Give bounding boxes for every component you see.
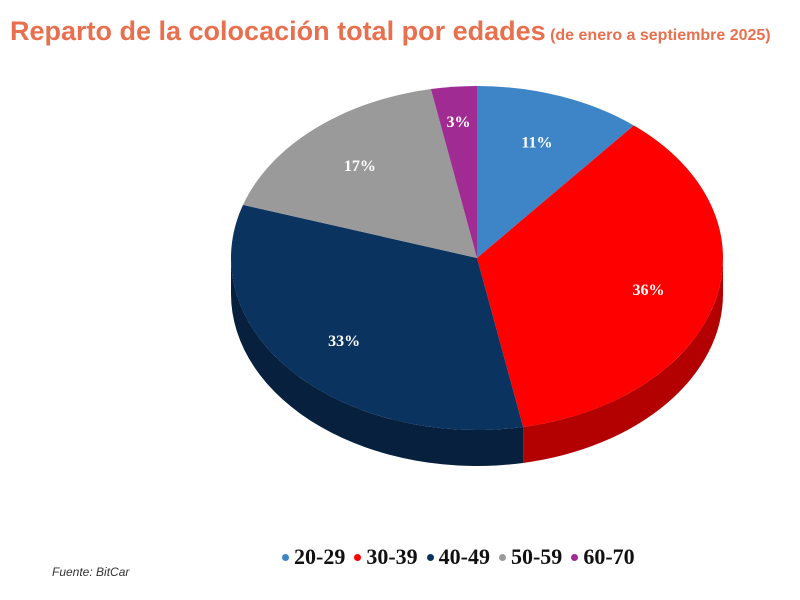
legend-label: 20-29 [294,544,346,569]
title-subtitle: (de enero a septiembre 2025) [550,27,771,44]
pie-slice-60-70 [430,86,477,258]
data-label-30-39: 36% [633,282,665,299]
legend-marker-icon [571,553,579,561]
pie-side-30-39 [523,258,723,463]
legend-label: 60-70 [583,544,635,569]
legend-marker-icon [354,553,362,561]
chart-title: Reparto de la colocación total por edade… [10,16,771,47]
data-label-60-70: 3% [446,114,470,131]
data-label-20-29: 11% [521,134,552,151]
pie-slice-30-39 [477,125,723,427]
pie-slice-50-59 [243,89,477,258]
data-label-40-49: 33% [328,333,360,350]
legend-marker-icon [498,553,506,561]
legend-item-30-39: 30-39 [354,544,418,570]
pie-slice-40-49 [231,204,524,430]
legend-item-60-70: 60-70 [571,544,635,570]
pie-side-40-49 [231,258,524,466]
legend-item-50-59: 50-59 [498,544,563,570]
legend-item-20-29: 20-29 [282,544,345,570]
source-note: Fuente: BitCar [52,565,130,579]
legend: 20-29 30-39 40-49 50-59 60-70 [282,544,635,570]
legend-label: 30-39 [366,544,418,569]
legend-label: 40-49 [438,544,490,569]
legend-marker-icon [282,553,289,561]
pie-slice-20-29 [477,86,634,258]
data-label-50-59: 17% [344,158,376,175]
legend-marker-icon [426,553,434,561]
legend-item-40-49: 40-49 [426,544,490,570]
legend-label: 50-59 [510,544,563,569]
title-main: Reparto de la colocación total por edade… [10,16,546,46]
